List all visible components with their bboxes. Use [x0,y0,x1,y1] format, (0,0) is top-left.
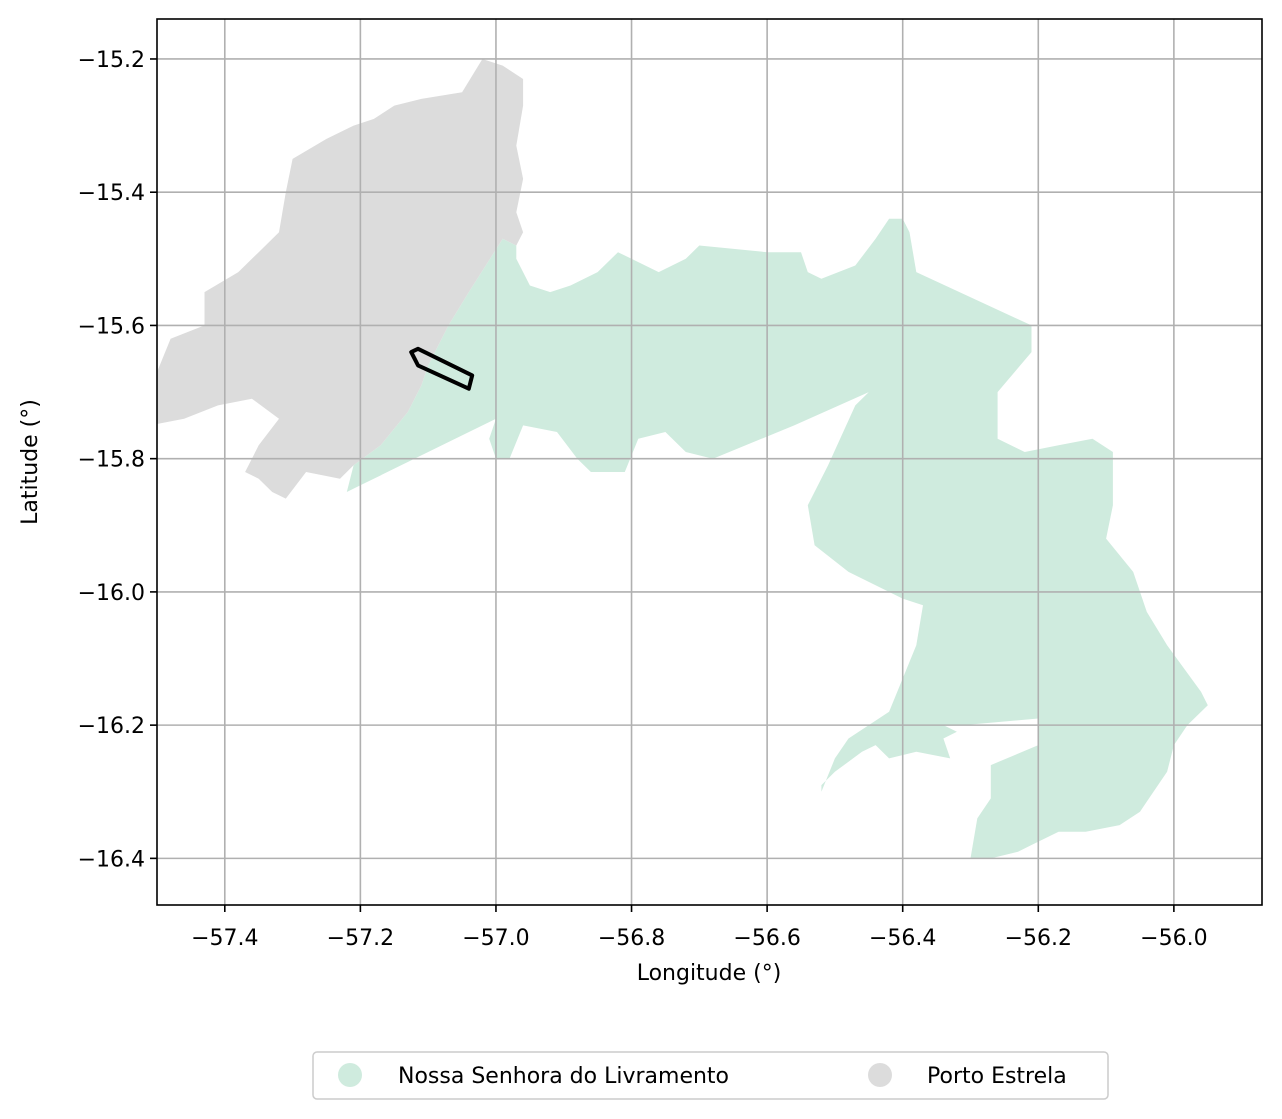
x-tick-label-6: −56.2 [1005,926,1072,951]
x-axis-ticks: −57.4 −57.2 −57.0 −56.8 −56.6 −56.4 −56.2 −56.0 [191,905,1208,951]
x-tick-label-2: −57.0 [462,926,529,951]
x-axis-label: Longitude (°) [637,961,782,986]
legend-marker-nossa-senhora [338,1063,362,1087]
highlight-layer [409,346,475,391]
y-tick-label-1: −15.4 [78,181,145,206]
y-tick-label-4: −16.0 [78,581,145,606]
x-tick-label-0: −57.4 [191,926,258,951]
grid-layer [157,19,1262,905]
regions-layer [157,59,1208,859]
x-tick-label-5: −56.4 [869,926,936,951]
legend-label-porto-estrela: Porto Estrela [927,1064,1067,1089]
x-tick-label-7: −56.0 [1140,926,1207,951]
legend-label-nossa-senhora: Nossa Senhora do Livramento [398,1064,729,1089]
y-tick-label-3: −15.8 [78,448,145,473]
legend-box [312,1051,1109,1100]
x-tick-label-3: −56.8 [598,926,665,951]
y-tick-label-6: −16.4 [78,847,145,872]
y-tick-label-5: −16.2 [78,714,145,739]
plot-frame [156,18,1263,906]
legend: Nossa Senhora do Livramento Porto Estrel… [312,1051,1109,1100]
legend-marker-porto-estrela [868,1063,892,1087]
y-axis-ticks: −15.2 −15.4 −15.6 −15.8 −16.0 −16.2 −16.4 [78,48,157,872]
x-tick-label-4: −56.6 [733,926,800,951]
region-porto-estrela [157,59,524,499]
y-axis-label: Latitude (°) [18,399,43,525]
x-tick-label-1: −57.2 [327,926,394,951]
y-tick-label-0: −15.2 [78,48,145,73]
region-nossa-senhora-do-livramento [346,218,1208,859]
y-tick-label-2: −15.6 [78,314,145,339]
highlight-area-outline [409,346,475,391]
